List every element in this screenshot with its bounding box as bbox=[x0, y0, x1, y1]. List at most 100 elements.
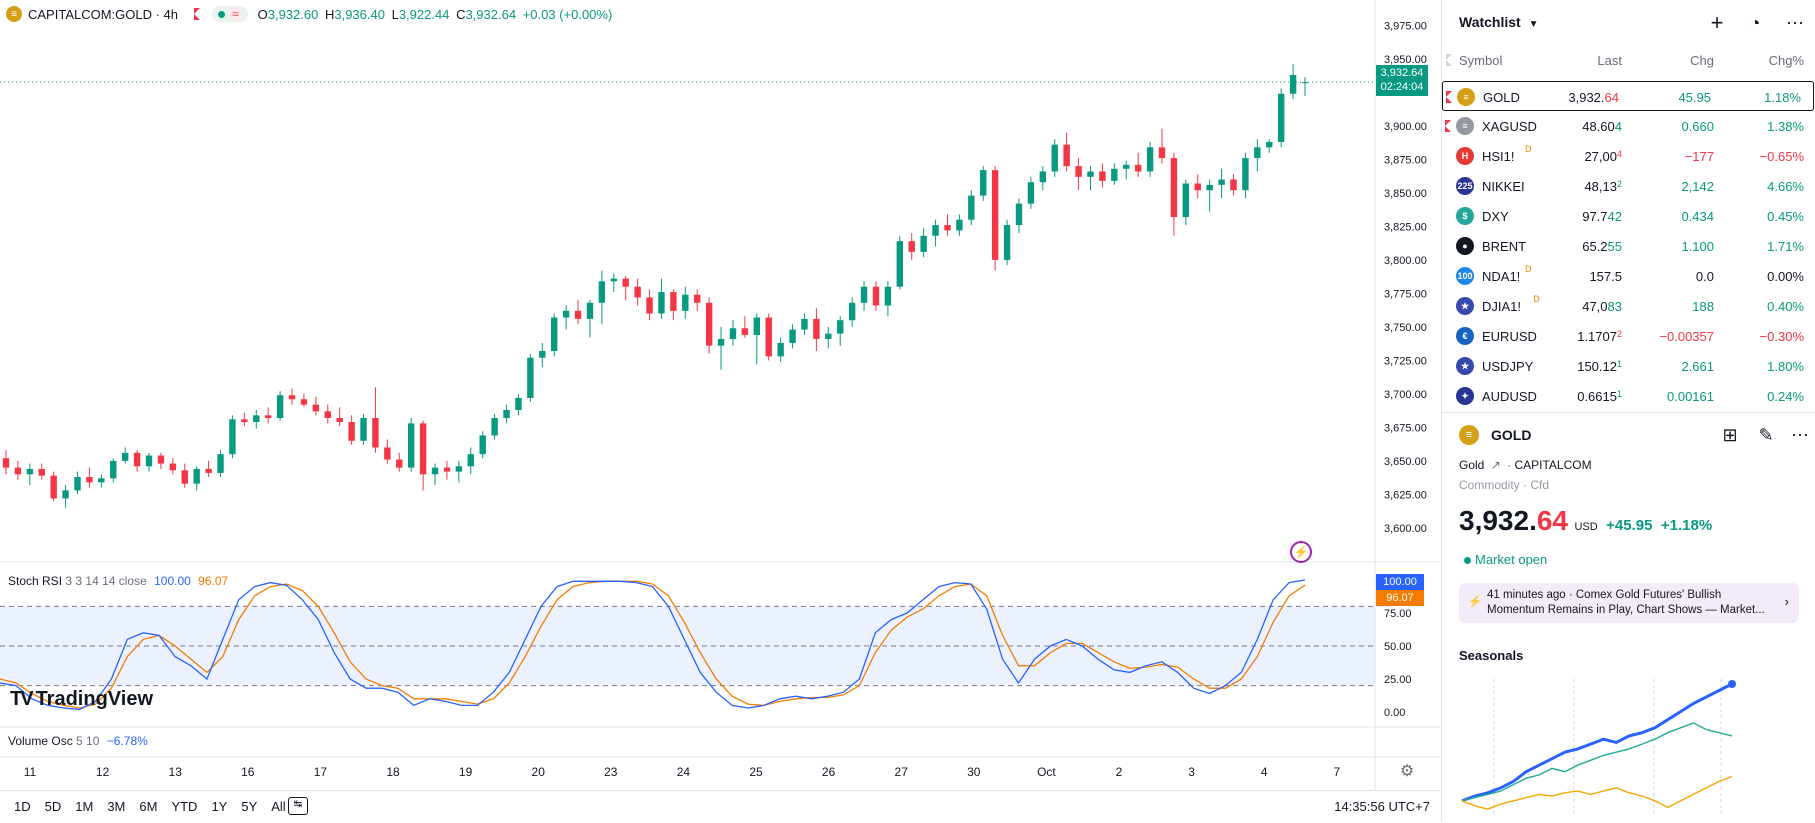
date-range-icon[interactable]: ↹ bbox=[288, 797, 308, 815]
candle bbox=[372, 387, 379, 453]
row-change-pct: 0.40% bbox=[1767, 299, 1804, 314]
candle bbox=[682, 286, 689, 319]
watchlist-row[interactable]: ≡ GOLD 3,932.64 45.95 1.18% bbox=[1442, 81, 1814, 111]
clock[interactable]: 14:35:56 UTC+7 bbox=[1334, 799, 1430, 814]
candle bbox=[145, 452, 153, 472]
ohlc-readout: O3,932.60 H3,936.40 L3,922.44 C3,932.64 … bbox=[257, 6, 613, 22]
candle bbox=[574, 300, 582, 325]
col-last[interactable]: Last bbox=[1597, 53, 1622, 68]
col-chg[interactable]: Chg bbox=[1690, 53, 1714, 68]
stoch-axis-label: 50.00 bbox=[1384, 641, 1412, 653]
candle-body bbox=[1099, 171, 1106, 181]
candle-body bbox=[1027, 182, 1035, 204]
candle bbox=[515, 393, 522, 416]
details-symbol[interactable]: GOLD bbox=[1491, 427, 1532, 443]
seasonals-title[interactable]: Seasonals bbox=[1459, 648, 1524, 663]
watchlist-row[interactable]: 100 NDA1! D 157.5 0.0 0.00% bbox=[1442, 261, 1815, 291]
range-button-all[interactable]: All bbox=[271, 799, 286, 814]
price-axis[interactable]: 3,975.00 3,950.00 3,900.00 3,875.00 3,850.00… bbox=[1384, 20, 1427, 535]
watchlist-title[interactable]: Watchlist ▼ bbox=[1459, 14, 1539, 30]
symbol-title[interactable]: CAPITALCOM:GOLD · 4h bbox=[28, 6, 179, 22]
time-tick-label: 30 bbox=[967, 765, 981, 779]
grid-icon[interactable]: ⊞ bbox=[1722, 424, 1738, 445]
candle bbox=[801, 313, 808, 335]
range-button-5y[interactable]: 5Y bbox=[241, 799, 258, 814]
col-chgp[interactable]: Chg% bbox=[1768, 53, 1804, 68]
watchlist-row[interactable]: $ DXY 97.742 0.434 0.45% bbox=[1442, 201, 1815, 231]
time-axis[interactable]: 11 12 13 16 17 18 19 20 23 24 25 26 27 30 Oct 2 3 4 7 bbox=[24, 765, 1341, 779]
candle bbox=[1218, 168, 1225, 199]
row-last: 97.742 bbox=[1582, 209, 1622, 224]
candle-body bbox=[694, 294, 701, 303]
candle bbox=[1015, 198, 1023, 234]
stoch-rsi-pane[interactable]: 75.00 50.00 25.00 0.00 bbox=[0, 579, 1412, 719]
nasdaq-icon: 100 bbox=[1456, 267, 1474, 285]
watchlist-row[interactable]: € EURUSD 1.17072 −0.00357 −0.30% bbox=[1442, 321, 1815, 351]
gear-icon[interactable]: ⚙ bbox=[1399, 763, 1415, 780]
flag-icon[interactable] bbox=[1446, 91, 1452, 103]
stoch-axis-label: 25.00 bbox=[1384, 674, 1412, 686]
external-link-icon[interactable]: ↗ bbox=[1490, 458, 1501, 472]
candle-body bbox=[145, 455, 153, 467]
candle-body bbox=[813, 318, 820, 339]
range-button-5d[interactable]: 5D bbox=[44, 799, 62, 814]
gold-icon: ≡ bbox=[1457, 88, 1475, 106]
range-button-1y[interactable]: 1Y bbox=[211, 799, 228, 814]
candle bbox=[646, 289, 653, 321]
candle-body bbox=[705, 302, 713, 346]
time-tick-label: 7 bbox=[1333, 765, 1340, 779]
market-status-chip[interactable]: ≈ bbox=[212, 6, 248, 22]
candle bbox=[467, 447, 474, 475]
watchlist-row[interactable]: H HSI1! D 27,004 −177 −0.65% bbox=[1442, 141, 1815, 171]
row-symbol: DXY bbox=[1482, 209, 1509, 224]
lightning-icon[interactable]: ⚡ bbox=[1290, 541, 1312, 563]
row-symbol: EURUSD bbox=[1482, 329, 1537, 344]
range-button-3m[interactable]: 3M bbox=[107, 799, 126, 814]
watchlist-row[interactable]: ★ DJIA1! D 47,083 188 0.40% bbox=[1442, 291, 1815, 321]
volume-osc-legend[interactable]: Volume Osc 5 10 −6.78% bbox=[8, 734, 148, 748]
watchlist-row[interactable]: ✦ AUDUSD 0.66151 0.00161 0.24% bbox=[1442, 381, 1815, 411]
candle bbox=[658, 278, 665, 319]
flag-icon[interactable] bbox=[194, 8, 201, 20]
candle bbox=[133, 450, 141, 472]
add-symbol-icon[interactable]: + bbox=[1710, 10, 1724, 35]
col-symbol[interactable]: Symbol bbox=[1459, 53, 1503, 68]
news-card[interactable]: ⚡ 41 minutes ago · Comex Gold Futures' B… bbox=[1459, 583, 1799, 623]
candle bbox=[229, 415, 236, 459]
more-icon[interactable]: ⋯ bbox=[1786, 12, 1804, 33]
candle bbox=[336, 407, 343, 427]
candle-body bbox=[1158, 147, 1166, 159]
candle bbox=[479, 431, 486, 459]
candle-body bbox=[241, 419, 248, 423]
candle bbox=[634, 278, 641, 306]
candle-body bbox=[157, 455, 165, 464]
watchlist-row[interactable]: ● BRENT 65.255 1.100 1.71% bbox=[1442, 231, 1815, 261]
candle bbox=[896, 235, 904, 290]
stoch-axis-label: 75.00 bbox=[1384, 608, 1412, 620]
candle bbox=[920, 227, 927, 258]
time-tick-label: 24 bbox=[677, 765, 691, 779]
price-chart[interactable]: 75.00 50.00 25.00 0.00 3,975.00 3,950.00 3,90… bbox=[0, 0, 1440, 790]
stoch-d-line bbox=[0, 580, 1306, 709]
flag-icon[interactable] bbox=[1445, 120, 1451, 132]
candle-body bbox=[1146, 147, 1154, 172]
watchlist-row[interactable]: 225 NIKKEI 48,132 2,142 4.66% bbox=[1442, 171, 1815, 201]
advanced-view-icon[interactable]: ◔ bbox=[1749, 12, 1761, 33]
candle bbox=[884, 281, 892, 317]
candle-body bbox=[717, 338, 725, 346]
candle-body bbox=[562, 310, 570, 318]
chart-area[interactable]: 75.00 50.00 25.00 0.00 3,975.00 3,950.00 3,90… bbox=[0, 0, 1440, 790]
tradingview-logo[interactable]: TV TradingView bbox=[10, 688, 153, 711]
candle-body bbox=[932, 225, 939, 236]
more-icon[interactable]: ⋯ bbox=[1791, 424, 1809, 445]
details-exchange[interactable]: CAPITALCOM bbox=[1514, 458, 1592, 472]
watchlist-row[interactable]: ≡ XAGUSD 48.604 0.660 1.38% bbox=[1442, 111, 1815, 141]
range-button-1d[interactable]: 1D bbox=[14, 799, 31, 814]
range-button-6m[interactable]: 6M bbox=[139, 799, 158, 814]
range-button-1m[interactable]: 1M bbox=[75, 799, 94, 814]
watchlist-row[interactable]: ★ USDJPY 150.121 2.661 1.80% bbox=[1442, 351, 1815, 381]
edit-icon[interactable]: ✎ bbox=[1758, 424, 1774, 445]
stoch-rsi-legend[interactable]: Stoch RSI 3 3 14 14 close 100.00 96.07 bbox=[8, 574, 228, 588]
seasonals-chart[interactable] bbox=[1459, 669, 1804, 819]
range-button-ytd[interactable]: YTD bbox=[171, 799, 198, 814]
